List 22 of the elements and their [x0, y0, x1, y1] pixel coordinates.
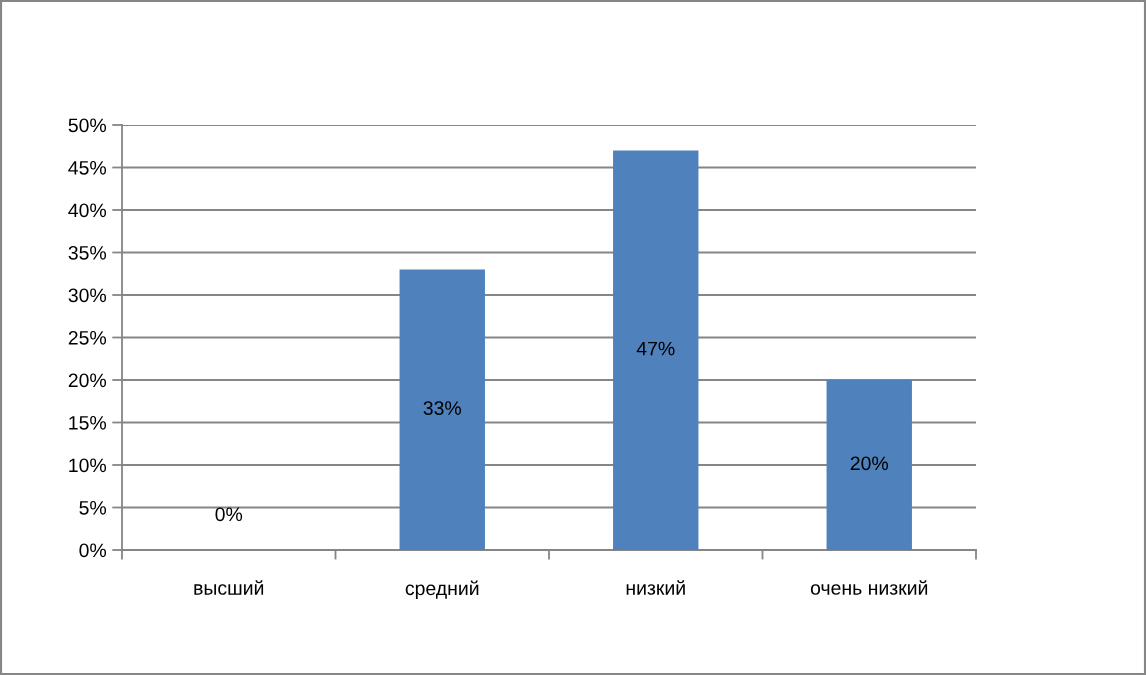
y-tick-label: 15%: [69, 416, 107, 430]
y-tick-label: 30%: [68, 288, 107, 303]
data-label: 47%: [636, 341, 675, 356]
y-tick-label: 50%: [68, 118, 107, 133]
data-label: 33%: [423, 401, 462, 415]
y-tick-label: 0%: [79, 543, 107, 558]
bar: [613, 150, 699, 550]
data-label: 20%: [850, 456, 889, 471]
y-tick-label: 40%: [68, 203, 107, 218]
y-tick-label: 20%: [68, 373, 107, 388]
x-tick-label: низкий: [626, 580, 685, 595]
y-tick-label: 10%: [69, 458, 107, 473]
data-label: 0%: [215, 507, 243, 522]
y-tick-label: 5%: [79, 501, 107, 515]
x-tick-label: средний: [405, 580, 479, 600]
bar: [399, 269, 485, 550]
y-tick-label: 35%: [68, 245, 107, 260]
x-tick-label: очень низкий: [810, 580, 928, 595]
x-tick-label: высший: [194, 580, 264, 595]
y-tick-label: 45%: [68, 161, 107, 175]
bar: [826, 380, 912, 550]
y-tick-label: 25%: [68, 330, 107, 345]
